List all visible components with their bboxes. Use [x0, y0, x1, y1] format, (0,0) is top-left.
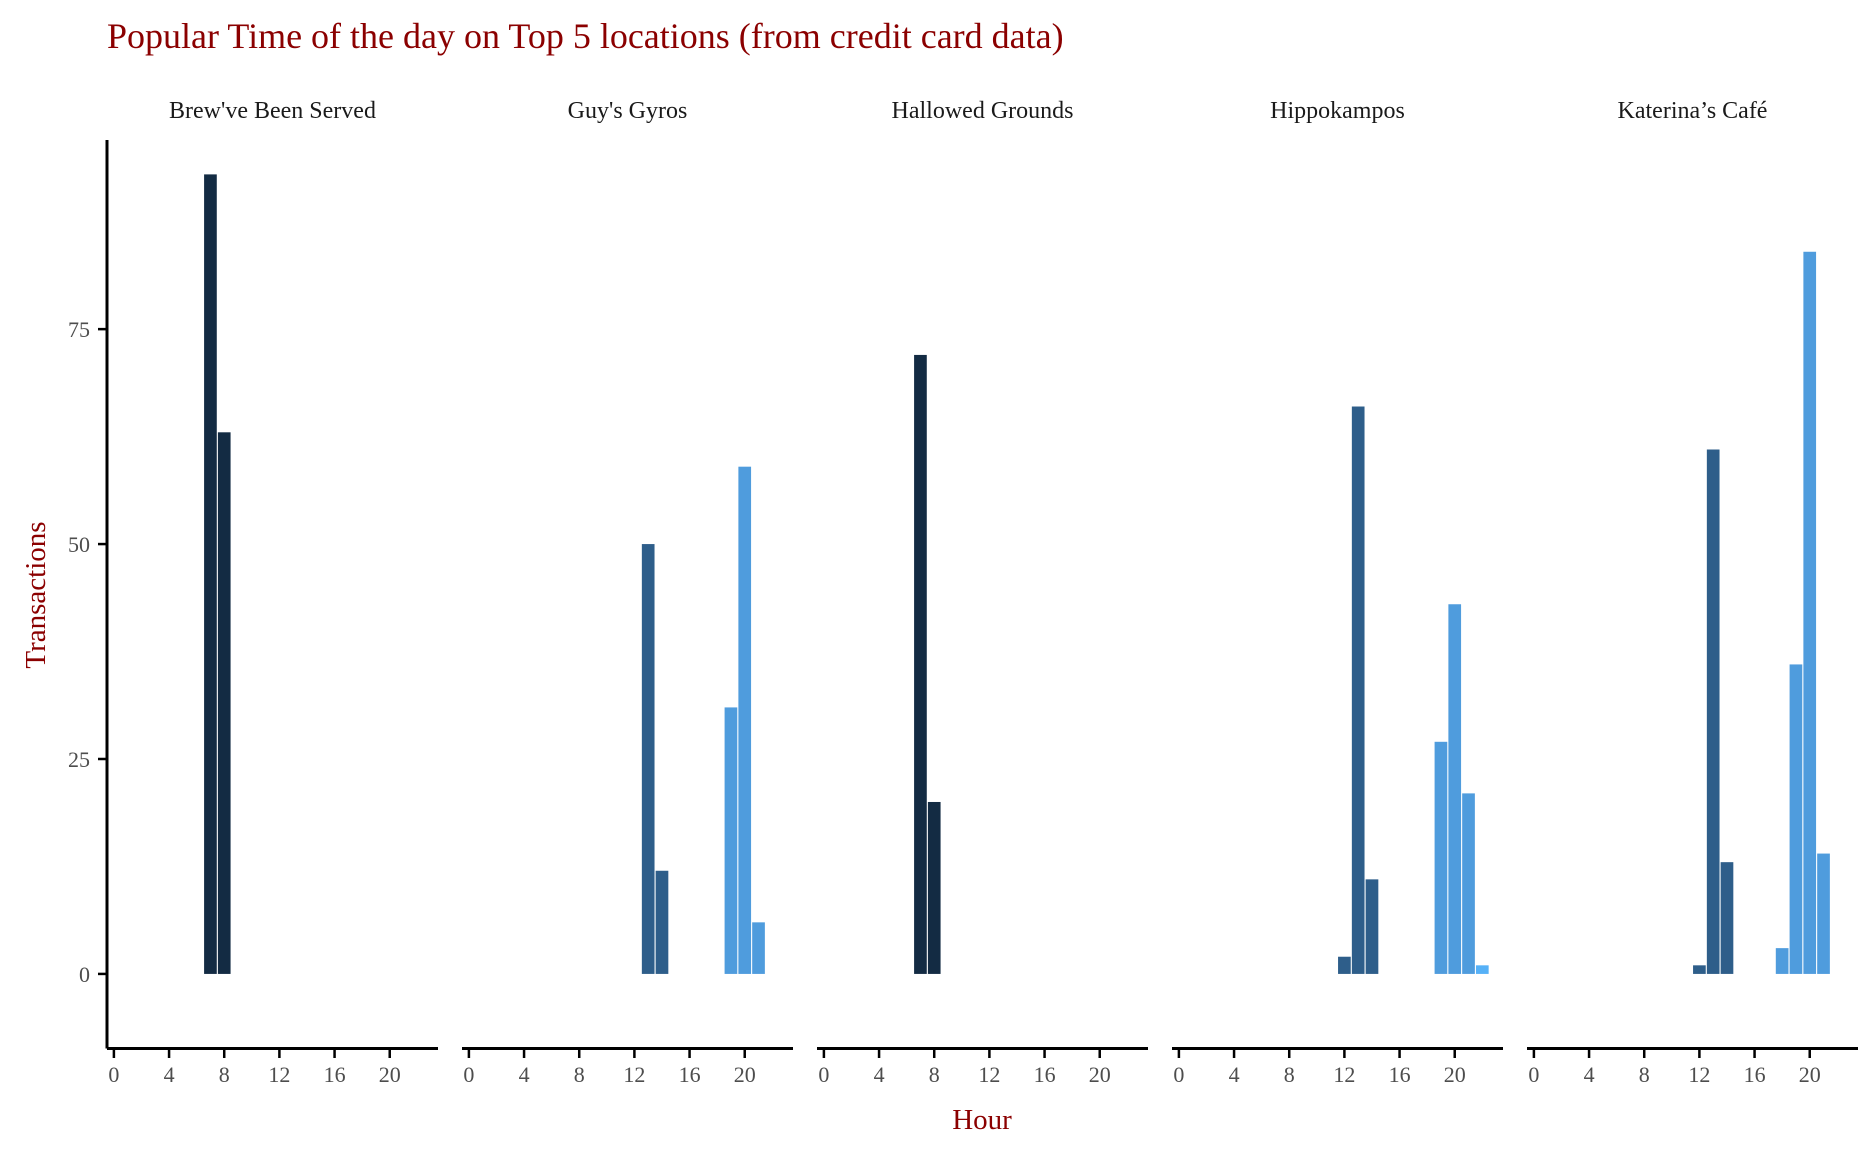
bar-4-0 — [1693, 965, 1706, 974]
bar-3-2 — [1365, 879, 1379, 974]
bar-4-6 — [1817, 853, 1830, 974]
panel-label-4: Katerina’s Café — [1618, 98, 1768, 124]
bar-1-0 — [641, 544, 655, 974]
x-tick-label-1-5: 20 — [734, 1062, 756, 1087]
x-tick-label-0-5: 20 — [379, 1062, 401, 1087]
panel-1: Guy's Gyros 0 4 8 12 16 20 — [462, 98, 793, 1087]
y-axis-title: Transactions — [20, 521, 52, 668]
y-tick-label-2: 50 — [68, 532, 90, 557]
x-tick-label-0-2: 8 — [219, 1062, 230, 1087]
bar-3-5 — [1462, 793, 1475, 974]
x-tick-label-1-1: 4 — [519, 1062, 530, 1087]
x-tick-label-3-5: 20 — [1444, 1062, 1466, 1087]
x-tick-label-2-0: 0 — [818, 1062, 829, 1087]
panels: Brew've Been Served 0 4 8 12 16 20 Guy's Gyros 0… — [107, 98, 1858, 1087]
x-tick-label-1-3: 12 — [623, 1062, 645, 1087]
panel-label-1: Guy's Gyros — [568, 98, 688, 124]
x-tick-label-4-1: 4 — [1584, 1062, 1595, 1087]
x-tick-label-2-1: 4 — [874, 1062, 885, 1087]
bar-3-4 — [1448, 604, 1462, 974]
x-tick-label-0-3: 12 — [268, 1062, 290, 1087]
x-tick-label-2-2: 8 — [929, 1062, 940, 1087]
panel-label-3: Hippokampos — [1270, 98, 1405, 124]
y-tick-label-0: 0 — [79, 962, 90, 987]
x-tick-label-0-0: 0 — [108, 1062, 119, 1087]
panel-label-0: Brew've Been Served — [169, 98, 376, 124]
x-tick-label-4-4: 16 — [1744, 1062, 1766, 1087]
bar-4-4 — [1789, 664, 1803, 974]
panel-4: Katerina’s Café 0 4 8 12 16 20 — [1527, 98, 1858, 1087]
bar-1-4 — [752, 922, 765, 974]
x-tick-label-3-3: 12 — [1333, 1062, 1355, 1087]
x-tick-label-2-4: 16 — [1034, 1062, 1056, 1087]
x-tick-label-2-3: 12 — [978, 1062, 1000, 1087]
bar-4-2 — [1720, 862, 1734, 974]
bar-3-0 — [1338, 956, 1351, 974]
bar-1-1 — [655, 870, 669, 974]
x-axis-title: Hour — [952, 1104, 1012, 1136]
x-tick-label-0-4: 16 — [324, 1062, 346, 1087]
x-tick-label-3-4: 16 — [1389, 1062, 1411, 1087]
x-tick-label-1-4: 16 — [679, 1062, 701, 1087]
panel-2: Hallowed Grounds 0 4 8 12 16 20 — [817, 98, 1148, 1087]
x-tick-label-3-0: 0 — [1173, 1062, 1184, 1087]
chart-title: Popular Time of the day on Top 5 locatio… — [107, 16, 1064, 56]
y-axis: 0 25 50 75 — [68, 140, 109, 1049]
x-tick-label-0-1: 4 — [164, 1062, 175, 1087]
bar-3-6 — [1475, 965, 1489, 974]
bar-0-0 — [204, 174, 217, 974]
x-tick-label-2-5: 20 — [1089, 1062, 1111, 1087]
bar-4-5 — [1803, 251, 1817, 974]
bar-4-3 — [1775, 948, 1789, 974]
bar-2-1 — [927, 801, 941, 974]
y-tick-label-3: 75 — [68, 317, 90, 342]
bar-0-1 — [217, 432, 231, 974]
x-tick-label-4-0: 0 — [1528, 1062, 1539, 1087]
x-tick-label-3-1: 4 — [1229, 1062, 1240, 1087]
x-tick-label-4-5: 20 — [1799, 1062, 1821, 1087]
x-tick-label-1-0: 0 — [463, 1062, 474, 1087]
bar-1-2 — [724, 707, 738, 974]
panel-label-2: Hallowed Grounds — [892, 98, 1074, 124]
bar-4-1 — [1706, 449, 1720, 974]
panel-3: Hippokampos 0 4 8 12 16 20 — [1172, 98, 1503, 1087]
bar-3-3 — [1434, 741, 1448, 974]
bar-3-1 — [1351, 406, 1365, 974]
x-tick-label-3-2: 8 — [1284, 1062, 1295, 1087]
y-tick-label-1: 25 — [68, 747, 90, 772]
bar-2-0 — [914, 354, 927, 974]
panel-0: Brew've Been Served 0 4 8 12 16 20 — [107, 98, 438, 1087]
x-tick-label-4-3: 12 — [1688, 1062, 1710, 1087]
x-tick-label-1-2: 8 — [574, 1062, 585, 1087]
x-tick-label-4-2: 8 — [1639, 1062, 1650, 1087]
bar-1-3 — [738, 466, 752, 974]
